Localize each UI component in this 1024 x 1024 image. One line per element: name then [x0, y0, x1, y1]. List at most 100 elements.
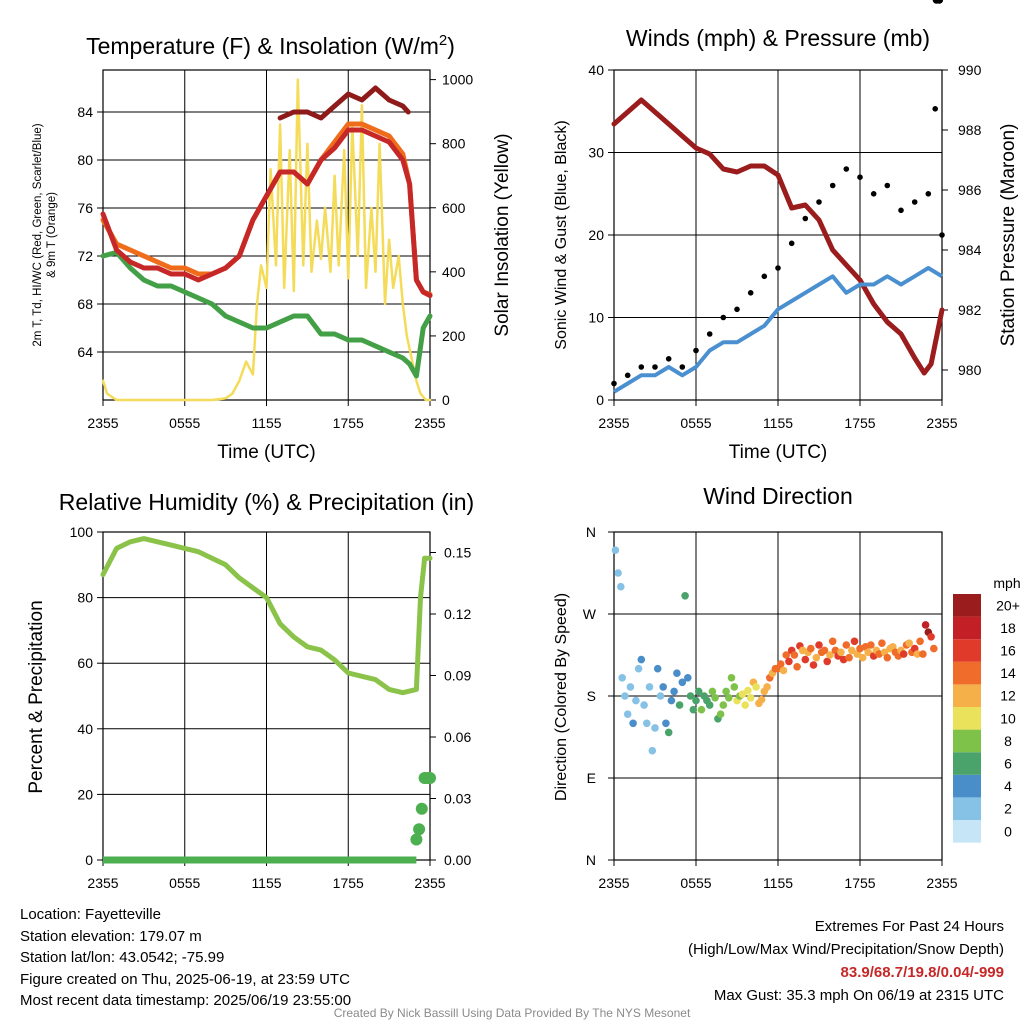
gust-point: [925, 191, 932, 197]
direction-point: [722, 687, 730, 696]
y2-tick-label: 1000: [442, 72, 473, 88]
gust-point: [939, 232, 945, 238]
direction-point: [686, 692, 695, 700]
direction-point: [684, 674, 692, 682]
y-tick-label: 68: [77, 296, 93, 312]
colorbar-swatch: [953, 752, 981, 775]
y-tick-label: 0: [85, 852, 93, 868]
direction-point: [845, 653, 853, 662]
gust-point: [720, 314, 727, 321]
series-line-sonic-wind: [612, 266, 944, 394]
y-tick-label: E: [587, 770, 596, 786]
y-tick-label: 20: [77, 786, 93, 802]
direction-point: [826, 651, 834, 659]
direction-point: [711, 694, 719, 702]
x-tick-label: 1755: [333, 415, 364, 431]
gust-point: [898, 207, 904, 214]
y-tick-label: 64: [77, 344, 93, 360]
x-tick-label: 1755: [844, 415, 875, 431]
x-tick-label: 0555: [680, 415, 711, 431]
direction-point: [738, 690, 747, 698]
series-line-td: [100, 249, 433, 379]
y2-tick-label: 0: [442, 392, 450, 408]
direction-point: [916, 637, 924, 646]
gust-point: [932, 106, 938, 112]
direction-point: [899, 650, 908, 658]
colorbar-label: 16: [1000, 643, 1016, 659]
colorbar-swatch: [953, 729, 981, 753]
direction-point: [823, 657, 831, 666]
direction-point: [913, 650, 922, 658]
y2-tick-label: 0.00: [444, 852, 471, 868]
y2-tick-label: 986: [958, 182, 982, 198]
direction-point: [725, 694, 733, 702]
y-tick-label: N: [586, 524, 596, 540]
direction-point: [812, 653, 821, 662]
direction-point: [653, 664, 662, 673]
x-tick-label: 2355: [414, 875, 445, 891]
direction-point: [719, 701, 728, 709]
temperature-panel: 2355 0555 1155 1755 2355 64 68 72 76 80 84 0 200 400 6…: [32, 32, 513, 463]
colorbar-label: 10: [1000, 710, 1016, 726]
direction-point: [815, 641, 823, 649]
direction-point: [930, 644, 938, 653]
gust-point: [829, 182, 836, 189]
location-text: Location: Fayetteville: [20, 906, 161, 923]
y2-tick-label: 984: [958, 242, 982, 258]
direction-point: [664, 728, 673, 737]
station-info: Location: Fayetteville Station elevation…: [20, 904, 351, 1012]
direction-point: [757, 695, 766, 704]
y-axis-label: Sonic Wind & Gust (Blue, Black): [553, 120, 570, 349]
y-tick-label: 100: [70, 524, 94, 540]
humidity-panel: 2355 0555 1155 1755 2355 0 20 40 60 80 100 0.00 0.03…: [26, 489, 474, 891]
colorbar-label: 12: [1000, 688, 1016, 704]
gust-point: [706, 331, 713, 337]
colorbar-swatch: [953, 774, 981, 798]
x-tick-label: 1155: [763, 415, 793, 431]
direction-point: [763, 683, 771, 691]
y-axis-label-line-1: 2m T, Td, HI/WC (Red, Green, Scarlet/Blu…: [32, 123, 44, 346]
direction-point: [623, 710, 632, 718]
y2-tick-label: 0.09: [444, 668, 471, 684]
gust-point: [665, 356, 672, 362]
y-tick-label: 84: [77, 104, 93, 120]
extremes-subheading: (High/Low/Max Wind/Precipitation/Snow De…: [688, 941, 1004, 958]
y-tick-label: 72: [77, 248, 93, 264]
y-axis-label: Percent & Precipitation: [26, 600, 47, 793]
gust-point: [857, 174, 863, 180]
gust-point: [652, 364, 658, 370]
direction-point: [667, 696, 676, 705]
colorbar-label: 6: [1004, 756, 1012, 772]
direction-point: [848, 646, 856, 655]
y-tick-label: 60: [77, 655, 93, 671]
direction-point: [878, 639, 886, 647]
colorbar-swatch: [953, 639, 981, 662]
max-gust-text: Max Gust: 35.3 mph On 06/19 at 2315 UTC: [713, 987, 1004, 1004]
y-tick-label: 10: [588, 310, 604, 326]
direction-point: [618, 674, 626, 682]
x-tick-label: 2355: [598, 875, 629, 891]
direction-point: [867, 641, 875, 649]
gust-point: [734, 306, 740, 313]
y-tick-label: N: [586, 852, 596, 868]
extremes-values: 83.9/68.7/19.8/0.04/-999: [840, 964, 1004, 981]
y2-tick-label: 200: [442, 328, 466, 344]
gust-point: [788, 240, 795, 247]
direction-point: [842, 641, 851, 649]
credit-text: Created By Nick Bassill Using Data Provi…: [333, 1006, 691, 1020]
direction-point: [643, 719, 651, 728]
gust-point: [884, 182, 891, 189]
colorbar-swatch: [953, 661, 981, 685]
gust-point: [816, 199, 822, 205]
direction-point: [621, 692, 629, 700]
direction-point: [626, 683, 635, 691]
series-line-insolation: [101, 78, 432, 402]
y-tick-label: 20: [588, 227, 604, 243]
direction-point: [850, 637, 859, 646]
colorbar-label: 20+: [996, 597, 1020, 613]
y2-axis-label: Station Pressure (Maroon): [998, 124, 1019, 347]
recent-text: Most recent data timestamp: 2025/06/19 2…: [20, 992, 352, 1009]
direction-point: [779, 666, 788, 675]
